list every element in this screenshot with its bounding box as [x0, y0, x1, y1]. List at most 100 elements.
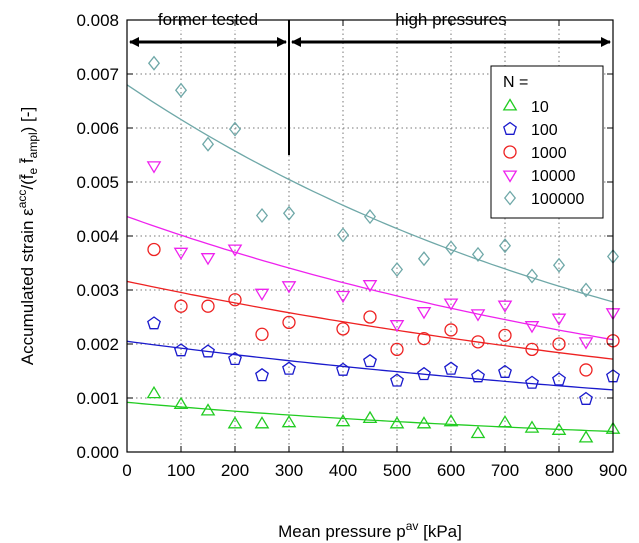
fit-curve-10000 [127, 215, 613, 341]
legend-label-100: 100 [531, 122, 558, 139]
legend-label-1000: 1000 [531, 145, 567, 162]
x-tick-label: 300 [275, 461, 303, 480]
data-point-1000 [552, 337, 566, 351]
data-point-100 [228, 351, 242, 366]
data-point-100 [444, 361, 458, 375]
data-point-10 [173, 396, 189, 410]
fit-curve-100 [127, 340, 613, 391]
y-tick-label: 0.003 [76, 281, 119, 300]
data-point-1000 [201, 299, 215, 313]
data-point-100 [255, 367, 269, 382]
pressure-regions: former tested high pressures [129, 8, 611, 155]
data-point-10000 [335, 290, 351, 304]
legend: N =10 100 1000 10000 100000 [490, 65, 604, 219]
legend-label-10: 10 [531, 99, 549, 116]
data-point-10000 [578, 337, 594, 350]
data-point-10000 [362, 280, 378, 293]
fit-curve-10 [127, 401, 613, 433]
data-point-1000 [417, 331, 431, 346]
data-point-10000 [443, 298, 459, 311]
data-point-100 [579, 391, 593, 405]
data-point-10 [470, 425, 486, 439]
data-point-1000 [444, 323, 458, 337]
y-tick-label: 0.008 [76, 11, 119, 30]
data-point-100000 [174, 82, 188, 98]
data-point-100000 [201, 136, 215, 152]
data-point-100000 [255, 207, 269, 224]
data-point-10 [524, 420, 540, 433]
data-point-100000 [336, 227, 350, 243]
data-points [146, 55, 621, 443]
data-point-10000 [470, 309, 486, 322]
data-point-10 [497, 415, 513, 428]
data-point-10 [362, 410, 378, 424]
data-point-10 [254, 416, 270, 429]
data-point-1000 [228, 293, 242, 307]
axes: 0 100 200 300 400 500 600 700 800 900 0.000 0.001 0.… [76, 11, 627, 480]
x-axis-label: Mean pressure pav [kPa] [278, 519, 462, 541]
data-point-10000 [416, 307, 432, 320]
data-point-10000 [281, 281, 297, 294]
data-point-10000 [551, 313, 567, 326]
data-point-1000 [471, 335, 485, 349]
data-point-100 [201, 344, 215, 358]
data-point-100 [363, 353, 377, 368]
data-point-100 [174, 343, 188, 357]
x-tick-label: 400 [329, 461, 357, 480]
data-point-1000 [282, 315, 296, 330]
x-tick-label: 0 [122, 461, 131, 480]
data-point-100000 [498, 238, 512, 254]
data-point-10 [335, 414, 351, 427]
y-tick-label: 0.002 [76, 335, 119, 354]
data-point-100000 [282, 205, 296, 221]
data-point-100000 [471, 246, 485, 262]
data-point-100000 [579, 282, 593, 298]
data-point-100000 [417, 251, 431, 267]
data-point-1000 [147, 242, 161, 257]
data-point-100000 [390, 261, 404, 278]
legend-marker-100000 [503, 190, 517, 206]
data-point-10 [146, 385, 162, 399]
data-point-10 [551, 422, 567, 435]
data-point-1000 [579, 363, 593, 377]
data-point-10000 [389, 320, 405, 333]
legend-label-10000: 10000 [531, 168, 576, 185]
legend-marker-1000 [503, 145, 517, 159]
data-point-100 [390, 373, 404, 387]
fit-curves [127, 84, 613, 433]
y-tick-label: 0.001 [76, 389, 119, 408]
region-label-bg [385, 8, 517, 30]
data-point-10 [416, 416, 432, 429]
data-point-1000 [498, 328, 512, 343]
data-point-10 [227, 416, 243, 429]
legend-marker-100 [503, 121, 517, 135]
legend-title: N = [503, 74, 528, 91]
fit-curve-1000 [127, 280, 613, 360]
data-point-1000 [255, 327, 269, 341]
data-point-1000 [174, 299, 188, 313]
data-point-10 [281, 415, 297, 428]
y-tick-label: 0.000 [76, 443, 119, 462]
data-point-100000 [147, 55, 161, 71]
x-tick-label: 700 [491, 461, 519, 480]
data-point-10 [200, 403, 216, 416]
x-tick-label: 200 [221, 461, 249, 480]
data-point-100 [498, 364, 512, 378]
data-point-100 [417, 366, 431, 381]
legend-marker-10000 [502, 170, 518, 183]
data-point-100 [147, 316, 161, 330]
data-point-100 [282, 361, 296, 375]
data-point-1000 [363, 310, 377, 324]
data-point-100 [336, 362, 350, 376]
data-point-100 [552, 372, 566, 386]
x-tick-label: 900 [599, 461, 627, 480]
data-point-10000 [254, 288, 270, 301]
data-point-100 [525, 375, 539, 389]
data-point-10000 [146, 161, 162, 174]
x-tick-label: 800 [545, 461, 573, 480]
data-point-10000 [173, 247, 189, 260]
x-tick-label: 500 [383, 461, 411, 480]
legend-marker-10 [502, 98, 518, 111]
data-point-100000 [552, 257, 566, 273]
data-point-10000 [227, 244, 243, 257]
